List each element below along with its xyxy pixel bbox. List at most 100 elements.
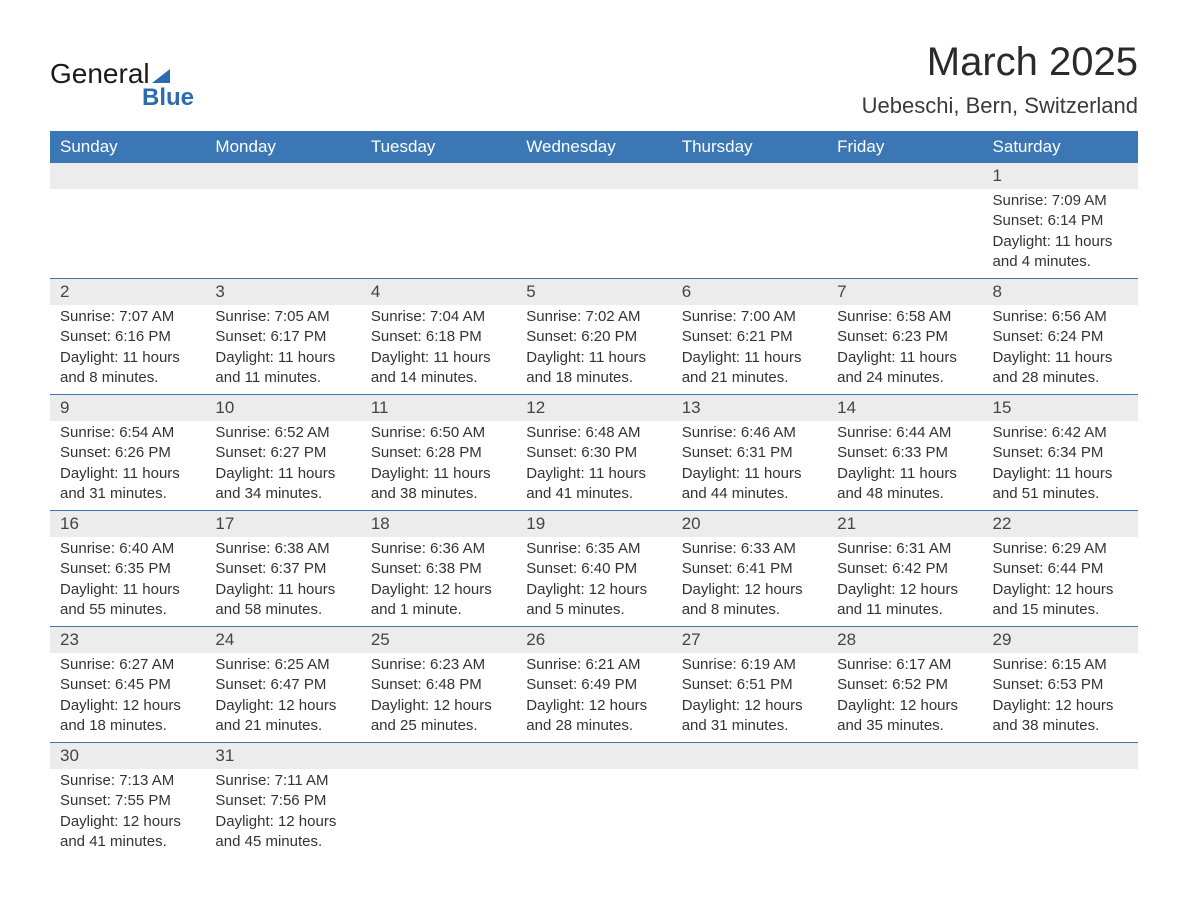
logo-triangle-icon	[152, 69, 170, 83]
day-content-cell	[672, 189, 827, 279]
day-details: Sunrise: 6:27 AMSunset: 6:45 PMDaylight:…	[50, 653, 205, 742]
logo-word-blue: Blue	[142, 84, 194, 112]
day-number-cell: 2	[50, 279, 205, 306]
day-number-cell	[361, 743, 516, 770]
daylight-line: Daylight: 12 hours and 15 minutes.	[993, 580, 1128, 621]
daylight-line: Daylight: 12 hours and 18 minutes.	[60, 696, 195, 737]
day-content-cell: Sunrise: 6:58 AMSunset: 6:23 PMDaylight:…	[827, 305, 982, 395]
day-content-cell: Sunrise: 6:44 AMSunset: 6:33 PMDaylight:…	[827, 421, 982, 511]
daylight-line: Daylight: 11 hours and 58 minutes.	[215, 580, 350, 621]
day-content-cell: Sunrise: 6:31 AMSunset: 6:42 PMDaylight:…	[827, 537, 982, 627]
sunset-line: Sunset: 6:51 PM	[682, 675, 817, 695]
day-number: 31	[205, 743, 360, 769]
day-number-cell: 4	[361, 279, 516, 306]
day-content-cell	[983, 769, 1138, 858]
day-number-cell: 29	[983, 627, 1138, 654]
day-number: 21	[827, 511, 982, 537]
day-content-cell	[516, 769, 671, 858]
day-content-cell	[672, 769, 827, 858]
calendar-header-row: SundayMondayTuesdayWednesdayThursdayFrid…	[50, 131, 1138, 163]
sunset-line: Sunset: 6:44 PM	[993, 559, 1128, 579]
calendar-week-content: Sunrise: 7:09 AMSunset: 6:14 PMDaylight:…	[50, 189, 1138, 279]
daylight-line: Daylight: 11 hours and 38 minutes.	[371, 464, 506, 505]
sunset-line: Sunset: 6:53 PM	[993, 675, 1128, 695]
day-content-cell	[827, 189, 982, 279]
day-details: Sunrise: 6:19 AMSunset: 6:51 PMDaylight:…	[672, 653, 827, 742]
daylight-line: Daylight: 11 hours and 18 minutes.	[526, 348, 661, 389]
sunrise-line: Sunrise: 6:44 AM	[837, 423, 972, 443]
sunrise-line: Sunrise: 6:50 AM	[371, 423, 506, 443]
calendar-week-content: Sunrise: 6:27 AMSunset: 6:45 PMDaylight:…	[50, 653, 1138, 743]
day-content-cell: Sunrise: 6:17 AMSunset: 6:52 PMDaylight:…	[827, 653, 982, 743]
sunrise-line: Sunrise: 6:27 AM	[60, 655, 195, 675]
daylight-line: Daylight: 11 hours and 28 minutes.	[993, 348, 1128, 389]
sunset-line: Sunset: 6:24 PM	[993, 327, 1128, 347]
day-content-cell: Sunrise: 6:29 AMSunset: 6:44 PMDaylight:…	[983, 537, 1138, 627]
day-details: Sunrise: 6:44 AMSunset: 6:33 PMDaylight:…	[827, 421, 982, 510]
weekday-header: Thursday	[672, 131, 827, 163]
daylight-line: Daylight: 12 hours and 31 minutes.	[682, 696, 817, 737]
day-content-cell: Sunrise: 7:00 AMSunset: 6:21 PMDaylight:…	[672, 305, 827, 395]
day-content-cell: Sunrise: 6:46 AMSunset: 6:31 PMDaylight:…	[672, 421, 827, 511]
daylight-line: Daylight: 11 hours and 51 minutes.	[993, 464, 1128, 505]
sunrise-line: Sunrise: 7:05 AM	[215, 307, 350, 327]
day-number-cell: 6	[672, 279, 827, 306]
sunset-line: Sunset: 6:37 PM	[215, 559, 350, 579]
day-number: 23	[50, 627, 205, 653]
daylight-line: Daylight: 11 hours and 4 minutes.	[993, 232, 1128, 273]
day-details: Sunrise: 7:00 AMSunset: 6:21 PMDaylight:…	[672, 305, 827, 394]
sunset-line: Sunset: 6:14 PM	[993, 211, 1128, 231]
day-content-cell: Sunrise: 6:33 AMSunset: 6:41 PMDaylight:…	[672, 537, 827, 627]
day-number-cell	[516, 163, 671, 189]
sunrise-line: Sunrise: 6:38 AM	[215, 539, 350, 559]
day-number-cell: 24	[205, 627, 360, 654]
day-number-cell: 27	[672, 627, 827, 654]
day-content-cell	[361, 189, 516, 279]
day-content-cell: Sunrise: 7:02 AMSunset: 6:20 PMDaylight:…	[516, 305, 671, 395]
calendar-week-numbers: 23242526272829	[50, 627, 1138, 654]
day-number-cell: 8	[983, 279, 1138, 306]
day-details: Sunrise: 7:09 AMSunset: 6:14 PMDaylight:…	[983, 189, 1138, 278]
day-content-cell: Sunrise: 7:07 AMSunset: 6:16 PMDaylight:…	[50, 305, 205, 395]
sunrise-line: Sunrise: 6:58 AM	[837, 307, 972, 327]
day-number-cell: 20	[672, 511, 827, 538]
day-details: Sunrise: 6:33 AMSunset: 6:41 PMDaylight:…	[672, 537, 827, 626]
sunrise-line: Sunrise: 6:21 AM	[526, 655, 661, 675]
day-content-cell: Sunrise: 6:50 AMSunset: 6:28 PMDaylight:…	[361, 421, 516, 511]
sunrise-line: Sunrise: 6:33 AM	[682, 539, 817, 559]
day-number-cell	[50, 163, 205, 189]
daylight-line: Daylight: 11 hours and 11 minutes.	[215, 348, 350, 389]
day-number-cell: 30	[50, 743, 205, 770]
day-number: 13	[672, 395, 827, 421]
sunset-line: Sunset: 6:20 PM	[526, 327, 661, 347]
sunset-line: Sunset: 6:48 PM	[371, 675, 506, 695]
daylight-line: Daylight: 12 hours and 5 minutes.	[526, 580, 661, 621]
day-number-cell: 7	[827, 279, 982, 306]
day-details: Sunrise: 6:40 AMSunset: 6:35 PMDaylight:…	[50, 537, 205, 626]
day-number: 28	[827, 627, 982, 653]
day-number-cell: 22	[983, 511, 1138, 538]
day-details: Sunrise: 7:07 AMSunset: 6:16 PMDaylight:…	[50, 305, 205, 394]
day-number-cell: 31	[205, 743, 360, 770]
logo-word-general: General	[50, 58, 150, 89]
day-content-cell	[827, 769, 982, 858]
sunset-line: Sunset: 6:28 PM	[371, 443, 506, 463]
day-content-cell: Sunrise: 6:42 AMSunset: 6:34 PMDaylight:…	[983, 421, 1138, 511]
day-number-cell: 26	[516, 627, 671, 654]
daylight-line: Daylight: 12 hours and 28 minutes.	[526, 696, 661, 737]
sunset-line: Sunset: 6:17 PM	[215, 327, 350, 347]
sunset-line: Sunset: 6:38 PM	[371, 559, 506, 579]
daylight-line: Daylight: 11 hours and 44 minutes.	[682, 464, 817, 505]
day-number: 6	[672, 279, 827, 305]
day-number: 4	[361, 279, 516, 305]
day-number-cell	[361, 163, 516, 189]
calendar-week-content: Sunrise: 7:13 AMSunset: 7:55 PMDaylight:…	[50, 769, 1138, 858]
day-number: 5	[516, 279, 671, 305]
day-number-cell: 5	[516, 279, 671, 306]
day-content-cell: Sunrise: 7:09 AMSunset: 6:14 PMDaylight:…	[983, 189, 1138, 279]
sunset-line: Sunset: 6:16 PM	[60, 327, 195, 347]
calendar-week-numbers: 9101112131415	[50, 395, 1138, 422]
day-number: 20	[672, 511, 827, 537]
day-details: Sunrise: 6:25 AMSunset: 6:47 PMDaylight:…	[205, 653, 360, 742]
day-number-cell: 23	[50, 627, 205, 654]
